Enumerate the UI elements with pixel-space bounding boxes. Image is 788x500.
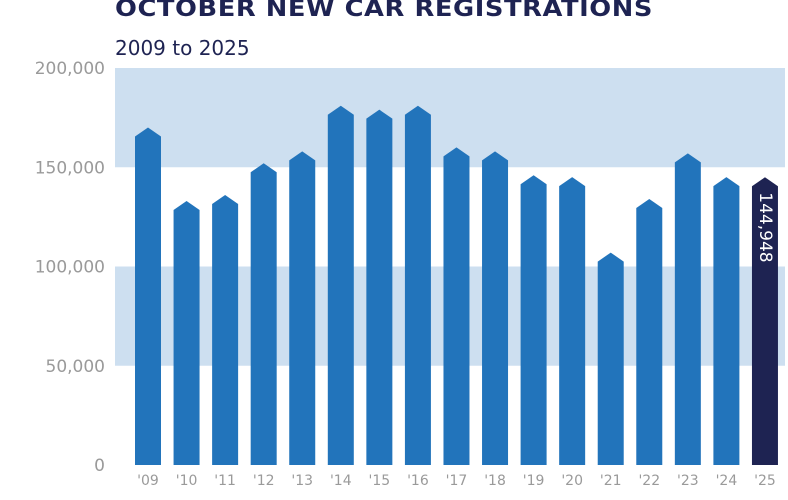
- bar: [482, 151, 509, 465]
- x-tick-label: '16: [407, 473, 429, 489]
- bar: [520, 175, 547, 465]
- x-tick-label: '11: [214, 473, 236, 489]
- grid-band: [115, 68, 785, 168]
- bar: [173, 200, 200, 465]
- x-tick-label: '23: [677, 473, 699, 489]
- x-tick-label: '22: [638, 473, 660, 489]
- x-tick-label: '17: [446, 473, 468, 489]
- x-tick-label: '15: [369, 473, 391, 489]
- x-tick-label: '18: [484, 473, 506, 489]
- bar: [559, 177, 586, 466]
- bar: [404, 105, 431, 465]
- y-tick-label: 150,000: [35, 158, 105, 178]
- bar: [443, 147, 470, 465]
- bar: [674, 153, 701, 466]
- chart-title: OCTOBER NEW CAR REGISTRATIONS: [115, 0, 653, 22]
- x-tick-label: '24: [716, 473, 738, 489]
- bar: [366, 109, 393, 465]
- x-tick-label: '13: [291, 473, 313, 489]
- y-tick-label: 200,000: [35, 59, 105, 79]
- x-tick-label: '10: [176, 473, 198, 489]
- x-tick-label: '09: [137, 473, 159, 489]
- bar: [636, 199, 663, 465]
- x-tick-label: '19: [523, 473, 545, 489]
- y-tick-label: 100,000: [35, 258, 105, 278]
- x-tick-label: '25: [754, 473, 776, 489]
- y-tick-label: 50,000: [46, 357, 105, 377]
- data-label: 144,948: [755, 192, 775, 262]
- bar: [713, 177, 740, 466]
- x-tick-label: '12: [253, 473, 275, 489]
- chart-subtitle: 2009 to 2025: [115, 36, 250, 60]
- x-tick-label: '20: [561, 473, 583, 489]
- x-tick-label: '14: [330, 473, 352, 489]
- bar: [135, 127, 161, 466]
- x-tick-label: '21: [600, 473, 622, 489]
- bar: [212, 195, 239, 466]
- bar: [751, 177, 778, 466]
- bar: [289, 151, 316, 465]
- bar: [250, 163, 277, 465]
- y-tick-label: 0: [94, 456, 105, 476]
- bar: [327, 105, 354, 465]
- bar: [597, 252, 624, 465]
